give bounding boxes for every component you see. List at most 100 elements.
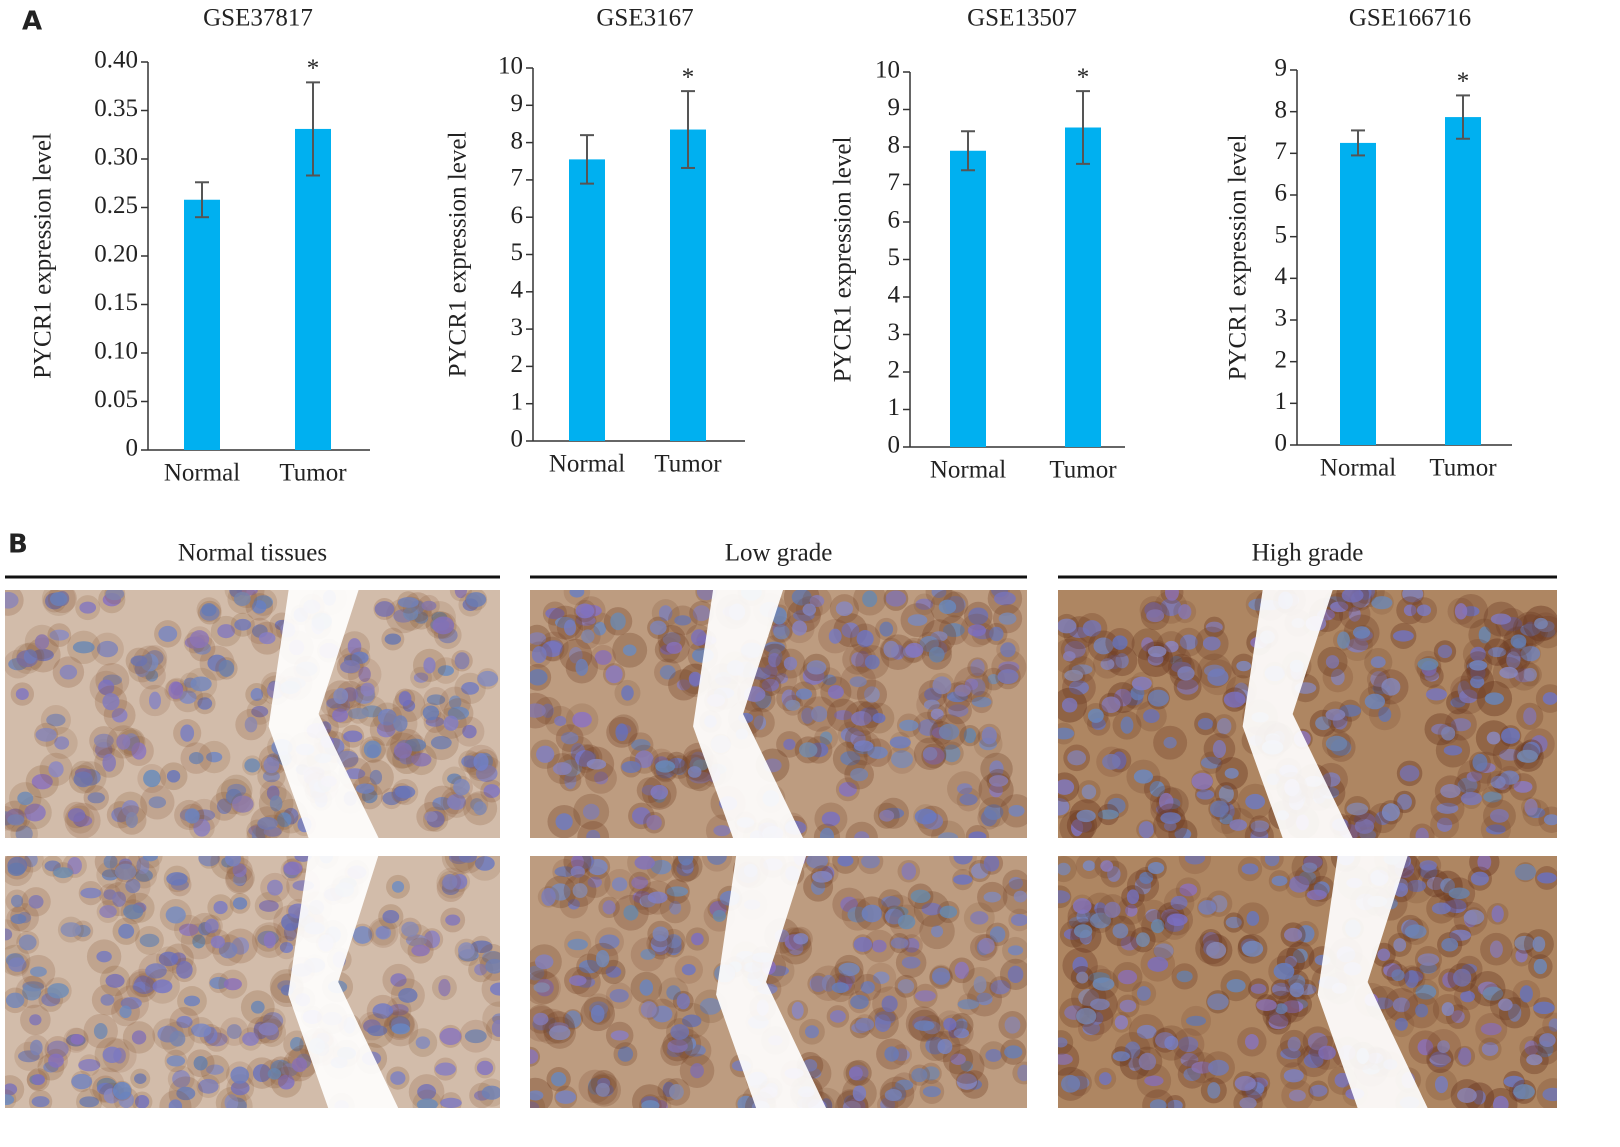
- nucleus: [593, 771, 609, 785]
- nucleus: [201, 603, 217, 617]
- nucleus: [1076, 809, 1096, 823]
- nucleus: [1160, 598, 1182, 616]
- nucleus: [1089, 912, 1112, 929]
- nucleus: [1510, 634, 1527, 649]
- nucleus: [1180, 1053, 1199, 1067]
- nucleus: [1498, 998, 1513, 1011]
- nucleus: [401, 921, 419, 937]
- nucleus: [1542, 692, 1557, 705]
- lumen: [1317, 856, 1428, 1108]
- nucleus: [1200, 756, 1222, 769]
- nucleus: [464, 1029, 487, 1044]
- nucleus: [233, 591, 251, 607]
- nucleus: [978, 937, 995, 954]
- nucleus: [1147, 956, 1169, 972]
- nucleus: [953, 856, 973, 865]
- nucleus: [650, 859, 672, 875]
- nucleus: [442, 873, 458, 890]
- cytoplasm: [577, 821, 610, 838]
- nucleus: [1488, 647, 1507, 658]
- nucleus: [1354, 818, 1375, 834]
- nucleus: [102, 753, 116, 772]
- nucleus: [7, 814, 25, 826]
- nucleus: [421, 600, 437, 611]
- nucleus: [470, 940, 493, 953]
- nucleus: [932, 676, 952, 695]
- nucleus: [1234, 1075, 1256, 1091]
- nucleus: [1417, 953, 1440, 966]
- nucleus: [1402, 590, 1424, 603]
- nucleus: [262, 770, 280, 783]
- nucleus: [1341, 590, 1364, 603]
- nucleus: [1466, 771, 1483, 782]
- nucleus: [879, 809, 895, 822]
- nucleus: [1097, 809, 1119, 820]
- nucleus: [942, 623, 965, 638]
- nucleus: [802, 603, 817, 616]
- nucleus: [218, 942, 238, 959]
- nucleus: [1480, 1022, 1502, 1036]
- nucleus: [691, 932, 704, 946]
- nucleus: [1008, 876, 1023, 890]
- nucleus: [1434, 1075, 1448, 1094]
- nucleus: [1289, 982, 1305, 998]
- nucleus: [277, 812, 292, 828]
- nucleus: [1179, 634, 1198, 650]
- nucleus: [533, 982, 550, 993]
- nucleus: [168, 1099, 183, 1108]
- nucleus: [970, 911, 989, 925]
- nucleus: [93, 1022, 108, 1040]
- nucleus: [560, 731, 579, 745]
- nucleus: [569, 646, 583, 664]
- nucleus: [819, 731, 833, 745]
- x-tick-label: Normal: [1320, 455, 1396, 482]
- nucleus: [374, 601, 395, 617]
- nucleus: [93, 733, 114, 748]
- nucleus: [447, 793, 466, 810]
- nucleus: [1058, 618, 1077, 634]
- nucleus: [10, 913, 27, 924]
- nucleus: [398, 987, 418, 1003]
- nucleus: [70, 1034, 84, 1045]
- nucleus: [438, 978, 451, 997]
- nucleus: [1417, 1039, 1434, 1056]
- nucleus: [136, 857, 150, 875]
- nucleus: [829, 1010, 846, 1023]
- nucleus: [1283, 1069, 1304, 1083]
- nucleus: [252, 600, 267, 614]
- nucleus: [872, 971, 890, 984]
- nucleus: [953, 874, 973, 885]
- nucleus: [954, 961, 969, 979]
- nucleus: [250, 688, 264, 701]
- nucleus: [398, 691, 412, 707]
- nucleus: [1185, 1015, 1207, 1026]
- nucleus: [1239, 1097, 1257, 1108]
- y-tick-label: 10: [498, 53, 523, 80]
- nucleus: [1256, 999, 1277, 1011]
- nucleus: [165, 906, 186, 924]
- nucleus: [31, 1074, 45, 1086]
- nucleus: [263, 756, 280, 774]
- nucleus: [476, 1060, 494, 1076]
- nucleus: [1207, 668, 1229, 686]
- nucleus: [1325, 735, 1348, 752]
- nucleus: [393, 742, 412, 759]
- nucleus: [1139, 871, 1154, 884]
- nucleus: [690, 629, 707, 646]
- nucleus: [930, 708, 944, 720]
- nucleus: [1008, 804, 1025, 817]
- y-tick-label: 1: [511, 388, 524, 415]
- nucleus: [1058, 727, 1075, 740]
- nucleus: [1100, 860, 1114, 872]
- panel-label: B: [8, 530, 28, 560]
- y-tick-label: 6: [1275, 180, 1288, 207]
- nucleus: [1135, 932, 1150, 947]
- nucleus: [176, 1015, 193, 1029]
- nucleus: [989, 626, 1004, 642]
- nucleus: [294, 856, 312, 862]
- nucleus: [811, 705, 828, 722]
- nucleus: [931, 590, 947, 599]
- nucleus: [1459, 689, 1478, 704]
- y-tick-label: 7: [1275, 138, 1288, 165]
- nucleus: [1381, 678, 1401, 696]
